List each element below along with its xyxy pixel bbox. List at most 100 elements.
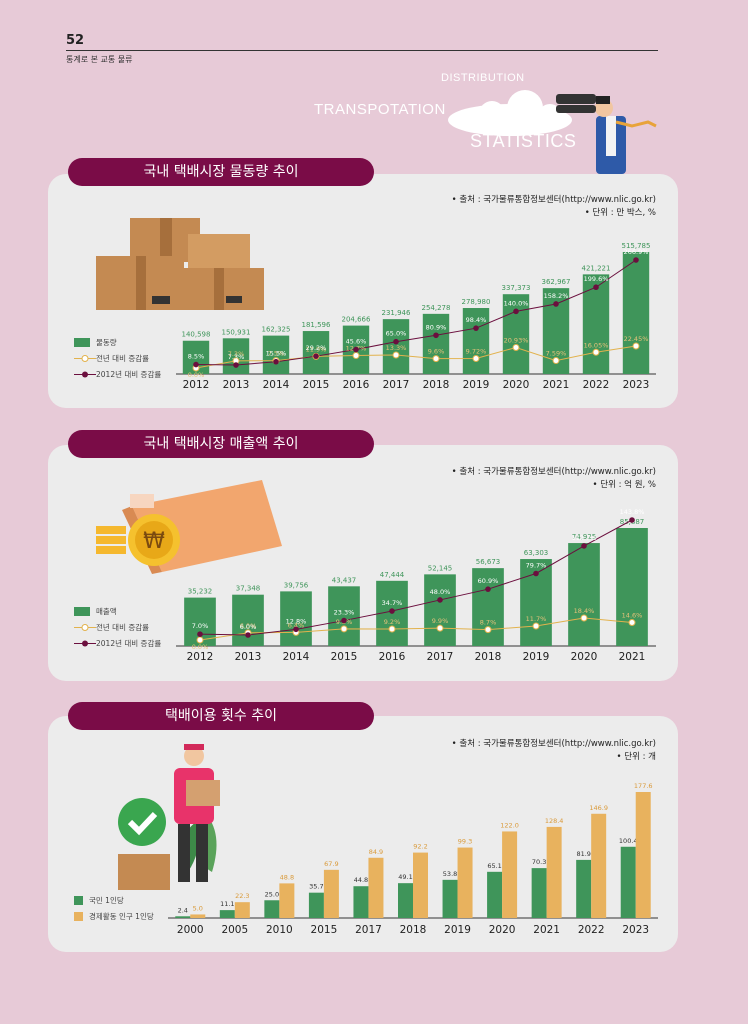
box-coin-illustration: ₩ (96, 480, 282, 574)
legend-label: 2012년 대비 증감률 (96, 638, 162, 648)
base-point (273, 358, 279, 365)
x-tick-label: 2017 (427, 651, 454, 663)
x-tick-label: 2020 (571, 651, 598, 663)
bar-per-capita (175, 916, 191, 918)
bar-per-worker (546, 826, 562, 918)
bar-value-label: 53.8 (443, 870, 457, 878)
source-text: • 출처 : 국가물류통합정보센터(http://www.nlic.go.kr) (451, 467, 656, 477)
base-label: 79.7% (526, 561, 547, 569)
base-point (353, 346, 359, 353)
bar-swatch (74, 606, 90, 616)
bar-per-capita (487, 871, 503, 918)
x-tick-label: 2014 (283, 651, 310, 663)
bar-value-label: 254,278 (422, 304, 451, 312)
bar-per-worker (457, 847, 473, 918)
base-label: 143.8% (620, 508, 645, 516)
chart-revenue: 35,232 2012 37,348 2013 39,756 2014 43,437 2015… (176, 508, 656, 663)
base-label: 199.6% (584, 275, 609, 283)
legend-item-series2: 경제활동 인구 1인당 (74, 908, 154, 924)
hero-word-statistics: STATISTICS (470, 131, 577, 151)
x-tick-label: 2021 (619, 651, 646, 663)
bar-per-capita (442, 879, 458, 918)
unit-text: • 단위 : 억 원, % (592, 480, 656, 490)
legend-label: 전년 대비 증감률 (96, 353, 150, 363)
page-number: 52 (66, 33, 85, 48)
yoy-label: 22.45% (624, 335, 649, 343)
bar-per-worker (635, 792, 651, 918)
bar-value-label: 11.1 (220, 900, 234, 908)
base-label: 7.3% (228, 353, 245, 361)
legend-item-yoy: 전년 대비 증감률 (74, 350, 161, 366)
x-tick-label: 2015 (331, 651, 358, 663)
bar-per-capita (264, 900, 280, 918)
cloud-illustration (448, 90, 572, 136)
bar (280, 591, 312, 646)
bar-value-label: 47,444 (380, 571, 405, 579)
bar-value-label: 39,756 (284, 581, 309, 589)
section-title-revenue: 국내 택배시장 매출액 추이 (68, 430, 374, 458)
legend-revenue: 매출액 전년 대비 증감률 2012년 대비 증감률 (74, 603, 161, 651)
bar (222, 338, 250, 374)
base-label: 6.0% (240, 623, 257, 631)
bar-value-label: 100.4 (619, 837, 638, 845)
bar (502, 294, 530, 374)
yoy-label: 9.6% (428, 348, 445, 356)
legend-item-series1: 국민 1인당 (74, 892, 154, 908)
yoy-label: 9.72% (466, 347, 487, 355)
yoy-label: 6.4% (288, 621, 305, 629)
yoy-point (472, 354, 480, 362)
x-tick-label: 2019 (463, 379, 490, 391)
yoy-label: 0.0% (188, 371, 205, 379)
legend-item-bar: 매출액 (74, 603, 161, 619)
base-line (199, 519, 633, 636)
base-label: 7.0% (192, 622, 209, 630)
bar-per-capita (620, 846, 636, 918)
bar-per-worker (234, 902, 250, 918)
bar-value-label: 43,437 (332, 576, 357, 584)
yoy-point (340, 625, 348, 633)
legend-item-base: 2012년 대비 증감률 (74, 366, 161, 382)
x-tick-label: 2020 (503, 379, 530, 391)
x-tick-label: 2022 (578, 924, 605, 936)
source-text: • 출처 : 국가물류통합정보센터(http://www.nlic.go.kr) (451, 739, 656, 749)
bar-value-label: 231,946 (382, 309, 411, 317)
yoy-label: 8.7% (480, 619, 497, 627)
yoy-label: 11.7% (526, 615, 547, 623)
base-label: 60.9% (478, 577, 499, 585)
bar-value-label: 5.0 (193, 904, 203, 912)
chart-volume: 140,598 2012 150,931 2013 162,325 2014 181,596… (176, 242, 656, 391)
yoy-label: 13.3% (386, 344, 407, 352)
yoy-label: 7.5% (268, 350, 285, 358)
base-label: 112.7% (572, 534, 597, 542)
base-point (629, 517, 635, 523)
unit-text: • 단위 : 개 (616, 752, 656, 762)
legend-label: 경제활동 인구 1인당 (89, 911, 154, 921)
header-rule (66, 50, 658, 51)
bar (302, 331, 330, 374)
yoy-label: 7.3% (228, 350, 245, 358)
bar-value-label: 150,931 (222, 328, 251, 336)
bar (328, 586, 360, 646)
base-label: 23.3% (334, 609, 355, 617)
bar-value-label: 2.4 (178, 906, 188, 914)
base-label: 158.2% (544, 292, 569, 300)
x-tick-label: 2017 (355, 924, 382, 936)
bar-value-label: 35,232 (188, 588, 213, 596)
yoy-label: 7.59% (546, 350, 567, 358)
bar (422, 313, 450, 374)
x-tick-label: 2018 (400, 924, 427, 936)
chart-usage: 2.4 5.0 2000 11.122.3 2005 25.0 48.8 2010 35.7 67… (168, 782, 658, 936)
yoy-point (532, 622, 540, 630)
yoy-point (484, 626, 492, 634)
bar-value-label: 204,666 (342, 316, 371, 324)
base-label: 80.9% (426, 323, 447, 331)
x-tick-label: 2023 (622, 924, 649, 936)
source-volume: • 출처 : 국가물류통합정보센터(http://www.nlic.go.kr)… (452, 194, 656, 220)
yoy-label: 0.0% (192, 643, 209, 651)
yoy-label: 9.9% (432, 617, 449, 625)
x-tick-label: 2014 (263, 379, 290, 391)
yoy-line (199, 617, 633, 641)
bar-value-label: 81.9 (576, 850, 590, 858)
hero-word-distribution: DISTRIBUTION (441, 72, 525, 84)
bar-per-worker (279, 883, 295, 918)
